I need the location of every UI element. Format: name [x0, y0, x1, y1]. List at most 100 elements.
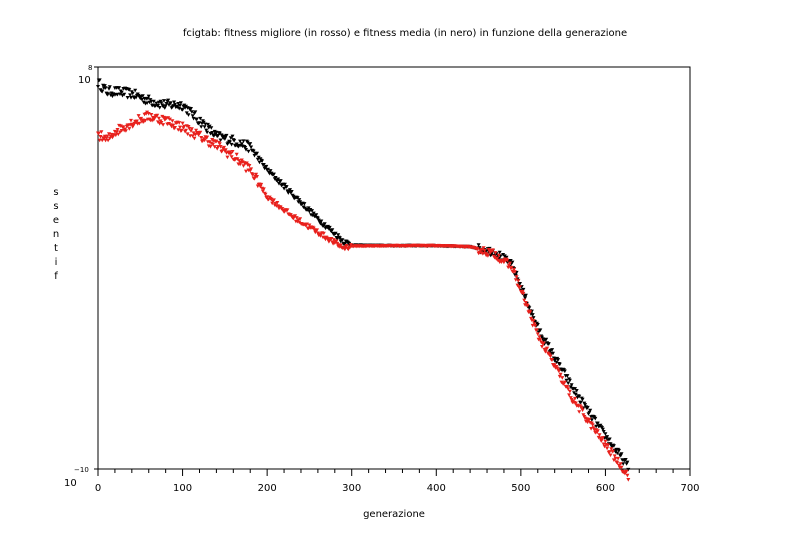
data-point — [578, 400, 583, 405]
y-tick-top-exponent: 8 — [88, 64, 92, 72]
data-point — [580, 408, 585, 413]
data-point — [178, 101, 183, 105]
data-point — [216, 145, 221, 149]
data-point — [149, 99, 154, 104]
data-point — [623, 458, 628, 462]
data-point — [130, 91, 135, 96]
series-1 — [96, 110, 631, 482]
data-point — [611, 449, 615, 454]
data-point — [249, 167, 254, 171]
data-point — [229, 142, 234, 147]
data-point — [186, 113, 191, 117]
data-point — [103, 86, 108, 90]
plot-frame — [97, 66, 691, 470]
data-point — [234, 152, 239, 157]
data-point — [329, 237, 334, 241]
data-point — [558, 372, 563, 377]
data-point — [102, 84, 107, 88]
data-point — [271, 172, 276, 177]
data-point — [98, 135, 103, 139]
data-point — [114, 130, 119, 135]
data-point — [182, 103, 187, 108]
y-tick-top-base: 10 — [78, 75, 91, 86]
data-point — [129, 118, 133, 123]
data-point — [149, 113, 154, 117]
data-point — [208, 145, 213, 149]
y-axis: 10 8 10 −10 — [64, 64, 98, 489]
data-point — [585, 405, 590, 410]
y-axis-label-letter: i — [55, 257, 58, 268]
data-point — [96, 131, 101, 136]
data-point — [531, 319, 536, 323]
data-point — [167, 122, 171, 126]
data-point — [544, 337, 549, 342]
data-point — [252, 177, 257, 181]
data-point — [600, 427, 605, 432]
data-point — [625, 460, 630, 465]
data-point — [156, 116, 161, 121]
data-point — [182, 124, 187, 129]
data-point — [199, 125, 204, 129]
data-point — [161, 123, 166, 127]
data-point — [530, 313, 535, 317]
data-point — [97, 78, 102, 82]
data-point — [475, 247, 480, 252]
data-point — [528, 310, 533, 314]
data-point — [128, 93, 133, 97]
data-point — [481, 246, 486, 250]
data-point — [321, 231, 326, 236]
data-point — [594, 424, 599, 429]
data-point — [550, 348, 555, 352]
data-point — [106, 138, 111, 143]
data-point — [248, 142, 253, 146]
data-point — [127, 88, 132, 92]
y-axis-label-letter: e — [53, 215, 59, 226]
data-point — [493, 251, 498, 255]
data-point — [564, 378, 569, 383]
data-point — [186, 125, 191, 129]
data-point — [209, 126, 214, 130]
data-point — [179, 128, 184, 133]
x-tick-label: 200 — [258, 483, 277, 494]
data-point — [230, 150, 235, 154]
data-point — [625, 473, 630, 478]
data-point — [336, 233, 341, 237]
data-point — [140, 97, 144, 102]
data-point — [314, 213, 319, 217]
data-point — [282, 186, 287, 191]
data-point — [600, 436, 605, 440]
data-point — [159, 101, 164, 105]
y-axis-label-letter: f — [54, 271, 58, 282]
data-point — [133, 88, 138, 93]
data-point — [255, 151, 259, 156]
data-point — [123, 129, 128, 133]
data-point — [485, 254, 490, 258]
data-point — [562, 380, 567, 385]
data-point — [288, 188, 292, 192]
data-point — [573, 392, 578, 397]
data-point — [605, 435, 610, 439]
data-point — [140, 94, 145, 98]
data-point — [184, 111, 189, 115]
data-point — [202, 125, 207, 129]
x-tick-label: 400 — [427, 483, 446, 494]
data-point — [127, 127, 132, 131]
data-point — [538, 338, 543, 342]
data-point — [209, 141, 214, 146]
data-point — [560, 376, 565, 380]
data-point — [293, 214, 298, 218]
data-point — [567, 378, 572, 383]
data-point — [513, 278, 518, 282]
data-point — [298, 200, 303, 204]
data-point — [291, 194, 296, 199]
data-point — [562, 369, 567, 374]
data-point — [497, 250, 502, 255]
data-point — [615, 451, 620, 456]
data-point — [315, 228, 319, 232]
data-point — [541, 341, 546, 346]
data-point — [280, 207, 285, 211]
data-point — [490, 248, 495, 252]
data-point — [244, 169, 248, 174]
data-point — [229, 155, 234, 159]
